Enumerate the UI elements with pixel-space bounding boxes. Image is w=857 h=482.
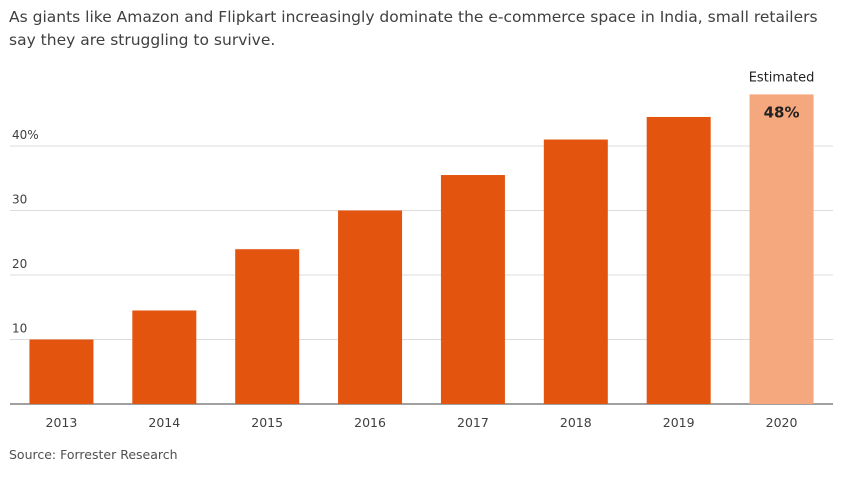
bar-2013: [29, 339, 94, 404]
bar-2017: [440, 175, 505, 404]
estimated-label: Estimated: [749, 70, 815, 85]
chart-title: As giants like Amazon and Flipkart incre…: [9, 8, 818, 49]
y-tick-label: 30: [12, 193, 27, 207]
y-tick-label: 20: [12, 257, 27, 271]
bar-2016: [338, 210, 403, 404]
bar-2019: [646, 116, 711, 404]
x-tick-label: 2013: [46, 415, 78, 430]
x-tick-label: 2019: [663, 415, 695, 430]
x-tick-label: 2018: [560, 415, 592, 430]
y-tick-label: 40%: [12, 128, 39, 142]
y-tick-label: 10: [12, 322, 27, 336]
x-tick-label: 2016: [354, 415, 386, 430]
x-tick-label: 2015: [251, 415, 283, 430]
bars: [29, 94, 814, 405]
labels: 10 20 30 40% 2013 2014 2015 2016 2017 2018 2019 202…: [12, 70, 814, 430]
bar-2018: [543, 139, 608, 405]
x-tick-label: 2020: [766, 415, 798, 430]
source-note: Source: Forrester Research: [9, 447, 178, 462]
x-tick-label: 2017: [457, 415, 489, 430]
x-tick-label: 2014: [148, 415, 180, 430]
bar-2015: [235, 249, 300, 404]
estimated-value-label: 48%: [764, 103, 800, 121]
bar-2020: [749, 94, 814, 405]
bar-2014: [132, 310, 197, 404]
